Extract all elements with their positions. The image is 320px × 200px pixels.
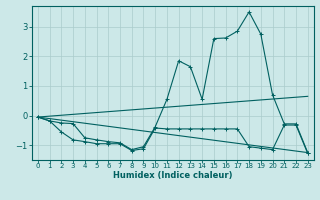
X-axis label: Humidex (Indice chaleur): Humidex (Indice chaleur) — [113, 171, 233, 180]
